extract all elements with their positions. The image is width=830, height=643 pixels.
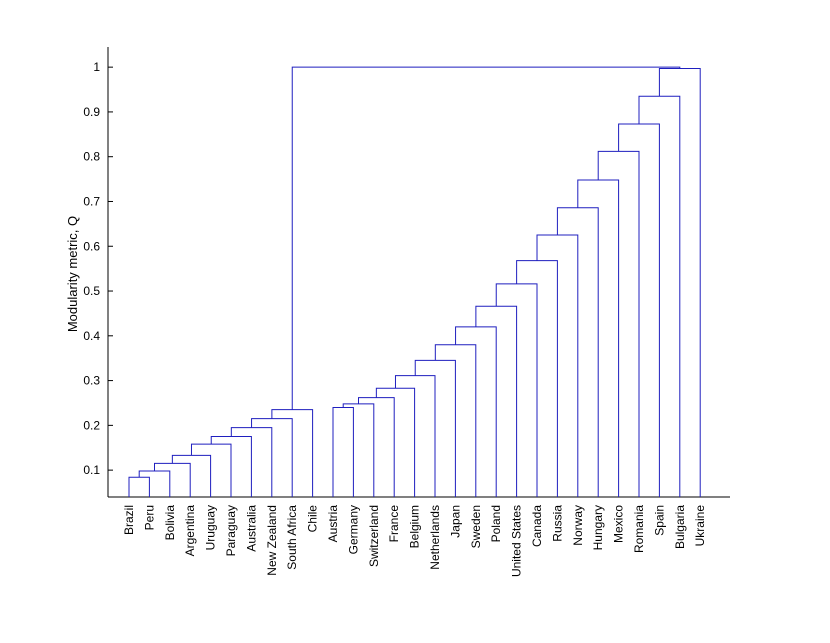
leaf-label: Australia: [244, 505, 258, 552]
dendrogram-link: [171, 454, 212, 497]
dendrogram-link: [332, 406, 354, 497]
dendrogram-link: [394, 375, 436, 497]
leaf-label: New Zealand: [265, 505, 279, 576]
y-tick-label: 1: [93, 60, 100, 74]
leaf-label: South Africa: [285, 505, 299, 570]
leaf-label: France: [387, 505, 401, 543]
dendrogram-link: [618, 123, 660, 497]
dendrogram-link: [495, 283, 538, 497]
leaf-label: Canada: [530, 505, 544, 547]
dendrogram-link: [291, 66, 681, 410]
leaf-label: Ukraine: [693, 505, 707, 547]
leaf-label: Spain: [652, 505, 666, 536]
leaf-label: Hungary: [591, 505, 605, 550]
dendrogram-link: [342, 403, 375, 497]
dendrogram-link: [128, 476, 150, 497]
leaf-label: Russia: [550, 505, 564, 542]
dendrogram-link: [414, 359, 456, 497]
dendrogram-link: [251, 418, 293, 497]
leaf-label: Belgium: [408, 505, 422, 548]
leaf-label: Bulgaria: [673, 505, 687, 549]
leaf-label: Austria: [326, 505, 340, 543]
dendrogram-link: [154, 462, 191, 497]
dendrogram-link: [455, 326, 497, 497]
dendrogram-link: [190, 443, 232, 497]
dendrogram-link: [271, 409, 314, 497]
y-tick-label: 0.3: [83, 374, 100, 388]
y-axis-ticks: 0.1 0.2 0.3 0.4 0.5 0.6 0.7 0.8 0.9 1: [83, 60, 113, 477]
dendrogram-link: [475, 305, 518, 497]
dendrogram-link: [375, 387, 416, 497]
leaf-label: Mexico: [612, 505, 626, 543]
leaf-label: Poland: [489, 505, 503, 542]
y-axis-label: Modularity metric, Q: [65, 216, 80, 332]
dendrogram-link: [536, 234, 579, 497]
y-tick-label: 0.5: [83, 284, 100, 298]
y-tick-label: 0.4: [83, 329, 100, 343]
leaf-label: Romania: [632, 505, 646, 553]
dendrogram-link: [358, 397, 395, 497]
leaf-label: United States: [510, 505, 524, 577]
y-tick-label: 0.1: [83, 463, 100, 477]
y-tick-label: 0.2: [83, 418, 100, 432]
leaf-label: Peru: [142, 505, 156, 530]
leaf-label: Switzerland: [367, 505, 381, 567]
leaf-labels: Brazil Peru Bolivia Argentina Uruguay Paragua…: [122, 505, 707, 577]
leaf-label: Sweden: [469, 505, 483, 548]
leaf-label: Chile: [306, 505, 320, 533]
leaf-label: Bolivia: [163, 505, 177, 541]
dendrogram-links: [128, 66, 701, 497]
leaf-label: Argentina: [183, 505, 197, 557]
y-tick-label: 0.8: [83, 150, 100, 164]
leaf-label: Netherlands: [428, 505, 442, 570]
leaf-label: Brazil: [122, 505, 136, 535]
leaf-label: Japan: [448, 505, 462, 538]
y-tick-label: 0.6: [83, 239, 100, 253]
y-tick-label: 0.7: [83, 194, 100, 208]
y-tick-label: 0.9: [83, 105, 100, 119]
leaf-label: Uruguay: [204, 505, 218, 550]
leaf-label: Norway: [571, 505, 585, 546]
axes: [107, 47, 730, 498]
leaf-label: Paraguay: [224, 505, 238, 556]
dendrogram-link: [138, 470, 171, 497]
leaf-label: Germany: [346, 505, 360, 554]
